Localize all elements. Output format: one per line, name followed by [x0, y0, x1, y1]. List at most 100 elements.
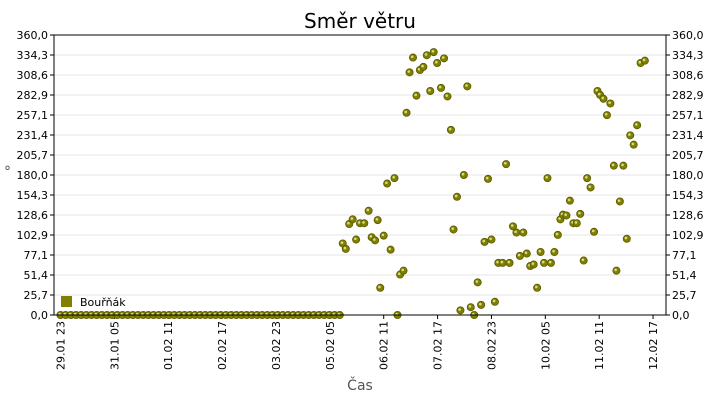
- data-point: [373, 216, 382, 225]
- x-tick-label: 07.02 17: [432, 321, 445, 370]
- data-points: [56, 48, 649, 319]
- data-point: [602, 111, 611, 120]
- x-axis-label: Čas: [347, 376, 373, 394]
- data-point: [562, 211, 571, 220]
- y-tick-label-left: 128,6: [17, 209, 49, 222]
- data-point: [463, 82, 472, 91]
- chart-title: Směr větru: [304, 9, 416, 33]
- x-tick-label: 12.02 17: [647, 321, 660, 370]
- x-tick-label: 02.02 17: [216, 321, 229, 370]
- y-tick-label-right: 0,0: [672, 309, 690, 322]
- y-tick-label-right: 205,7: [672, 149, 704, 162]
- grid: [54, 34, 666, 316]
- y-tick-label-right: 128,6: [672, 209, 704, 222]
- data-point: [446, 125, 455, 134]
- data-point: [386, 245, 395, 254]
- x-tick-label: 03.02 23: [270, 321, 283, 370]
- data-point: [622, 234, 631, 243]
- y-tick-label-right: 334,3: [672, 49, 704, 62]
- y-axis-label: °: [4, 164, 11, 180]
- data-point: [360, 219, 369, 228]
- y-tick-label-right: 257,1: [672, 109, 704, 122]
- data-point: [405, 68, 414, 77]
- data-point: [480, 237, 489, 246]
- y-tick-label-left: 282,9: [17, 89, 49, 102]
- y-tick-label-left: 51,4: [24, 269, 49, 282]
- data-point: [626, 131, 635, 140]
- data-point: [383, 179, 392, 188]
- data-point: [437, 83, 446, 92]
- data-point: [348, 215, 357, 224]
- x-tick-label: 10.02 05: [539, 321, 552, 370]
- data-point: [376, 283, 385, 292]
- data-point: [522, 249, 531, 258]
- y-tick-label-right: 282,9: [672, 89, 704, 102]
- y-tick-label-right: 51,4: [672, 269, 697, 282]
- legend-swatch: [61, 296, 72, 307]
- data-point: [529, 260, 538, 269]
- plot-frame: [53, 34, 667, 316]
- data-point: [498, 258, 507, 267]
- data-point: [590, 227, 599, 236]
- data-point: [515, 251, 524, 260]
- data-point: [449, 225, 458, 234]
- x-tick-label: 31.01 05: [108, 321, 121, 370]
- y-tick-label-right: 25,7: [672, 289, 697, 302]
- data-point: [440, 54, 449, 63]
- data-point: [390, 174, 399, 183]
- y-tick-label-left: 334,3: [17, 49, 49, 62]
- y-tick-label-left: 154,3: [17, 189, 49, 202]
- data-point: [341, 244, 350, 253]
- data-point: [459, 170, 468, 179]
- data-point: [429, 48, 438, 57]
- data-point: [586, 183, 595, 192]
- y-tick-label-left: 231,4: [17, 129, 49, 142]
- data-point: [466, 303, 475, 312]
- data-point: [572, 219, 581, 228]
- x-tick-label: 11.02 11: [593, 321, 606, 370]
- x-tick-label: 06.02 11: [378, 321, 391, 370]
- y-tick-label-left: 102,9: [17, 229, 49, 242]
- data-point: [502, 160, 511, 169]
- data-point: [606, 99, 615, 108]
- data-point: [443, 92, 452, 101]
- y-tick-label-left: 360,0: [17, 29, 49, 42]
- data-point: [543, 174, 552, 183]
- y-tick-label-left: 257,1: [17, 109, 49, 122]
- y-tick-label-right: 77,1: [672, 249, 697, 262]
- data-point: [433, 59, 442, 68]
- data-point: [519, 228, 528, 237]
- data-point: [456, 306, 465, 315]
- data-point: [633, 121, 642, 130]
- data-point: [419, 62, 428, 71]
- data-point: [550, 247, 559, 256]
- data-point: [512, 228, 521, 237]
- data-point: [452, 192, 461, 201]
- data-point: [576, 209, 585, 218]
- x-tick-label: 29.01 23: [54, 321, 67, 370]
- data-point: [599, 94, 608, 103]
- data-point: [640, 56, 649, 65]
- data-point: [579, 256, 588, 265]
- data-point: [473, 278, 482, 287]
- data-point: [490, 297, 499, 306]
- y-tick-label-right: 360,0: [672, 29, 704, 42]
- data-point: [536, 247, 545, 256]
- data-point: [422, 51, 431, 60]
- data-point: [553, 230, 562, 239]
- y-tick-label-left: 205,7: [17, 149, 49, 162]
- data-point: [399, 266, 408, 275]
- data-point: [402, 108, 411, 117]
- data-point: [426, 87, 435, 96]
- data-point: [619, 161, 628, 170]
- x-tick-label: 08.02 23: [485, 321, 498, 370]
- y-tick-label-left: 77,1: [24, 249, 49, 262]
- y-tick-label-right: 231,4: [672, 129, 704, 142]
- y-tick-label-right: 180,0: [672, 169, 704, 182]
- y-tick-label-left: 308,6: [17, 69, 49, 82]
- data-point: [615, 197, 624, 206]
- y-tick-label-left: 180,0: [17, 169, 49, 182]
- data-point: [352, 235, 361, 244]
- data-point: [565, 196, 574, 205]
- legend: Bouřňák: [61, 296, 126, 309]
